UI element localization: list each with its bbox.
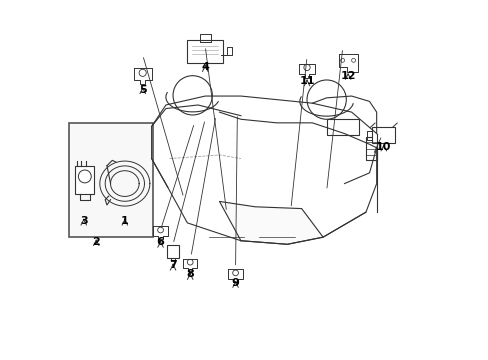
FancyBboxPatch shape [371, 127, 395, 143]
Text: 10: 10 [375, 142, 391, 152]
FancyBboxPatch shape [69, 123, 153, 237]
Bar [365, 137, 376, 160]
Text: 2: 2 [92, 237, 100, 247]
Text: 3: 3 [80, 216, 87, 226]
Text: 12: 12 [340, 71, 355, 81]
Polygon shape [219, 202, 323, 244]
Text: 1: 1 [121, 216, 128, 226]
FancyBboxPatch shape [187, 40, 223, 63]
Text: 5: 5 [139, 85, 146, 95]
Text: 11: 11 [299, 76, 314, 86]
Text: 6: 6 [156, 237, 164, 247]
Text: 4: 4 [201, 62, 209, 72]
Bar [326, 119, 358, 135]
Bar [75, 166, 94, 194]
Bar [166, 245, 179, 258]
Text: 8: 8 [186, 269, 194, 279]
Text: 7: 7 [169, 260, 177, 270]
Text: 9: 9 [231, 278, 239, 288]
